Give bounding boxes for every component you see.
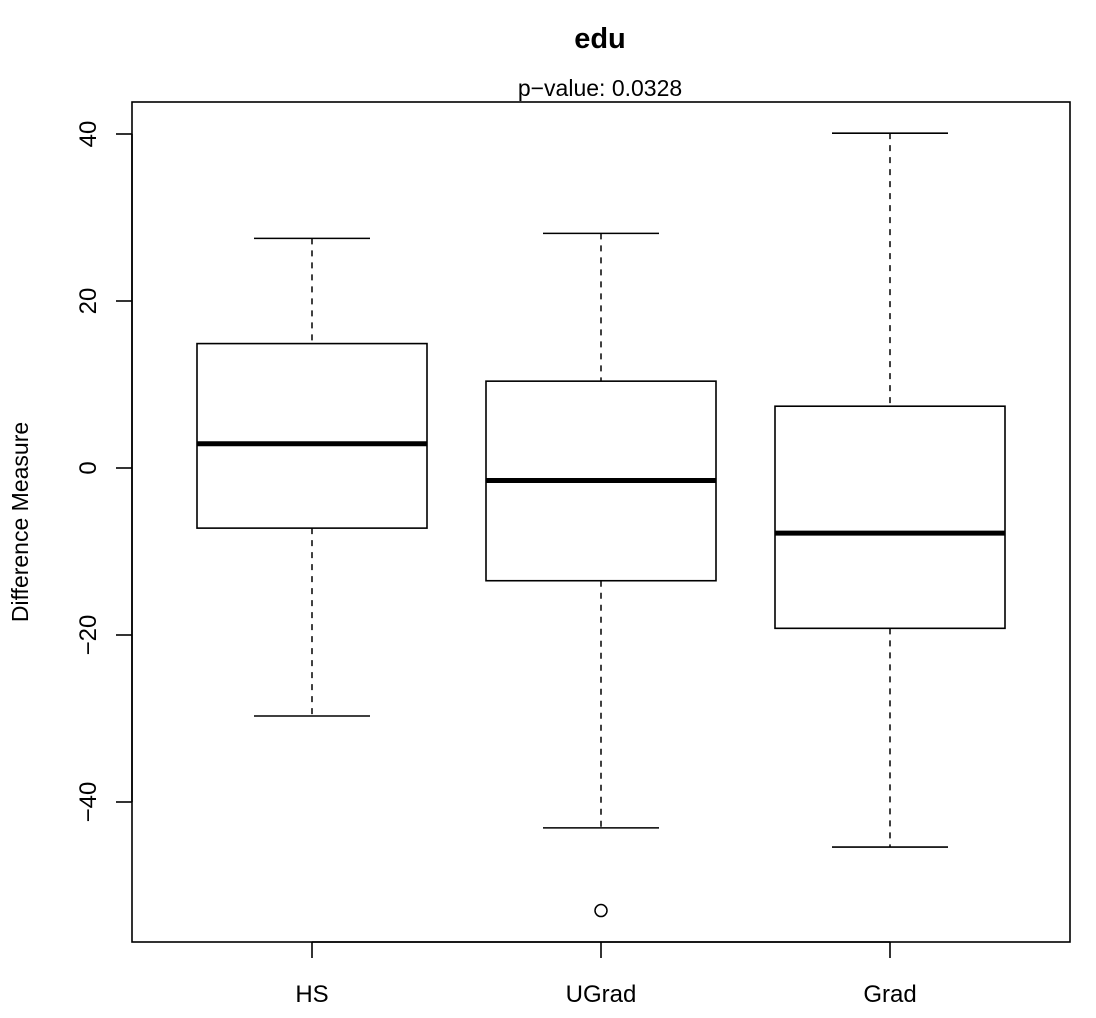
chart-subtitle: p−value: 0.0328 [518,75,682,101]
y-tick-label: 20 [75,288,102,315]
x-tick-label: HS [295,981,328,1008]
x-tick-label: Grad [863,981,916,1008]
y-tick-label: −40 [75,782,102,823]
x-tick-label: UGrad [566,981,637,1008]
box-iqr [774,405,1006,630]
chart-title: edu [574,23,626,55]
y-tick-label: 0 [75,461,102,474]
y-tick-label: −20 [75,615,102,656]
y-tick-label: 40 [75,121,102,148]
box-iqr [196,342,428,529]
y-axis-label: Difference Measure [7,422,33,622]
outlier-point [594,903,608,918]
